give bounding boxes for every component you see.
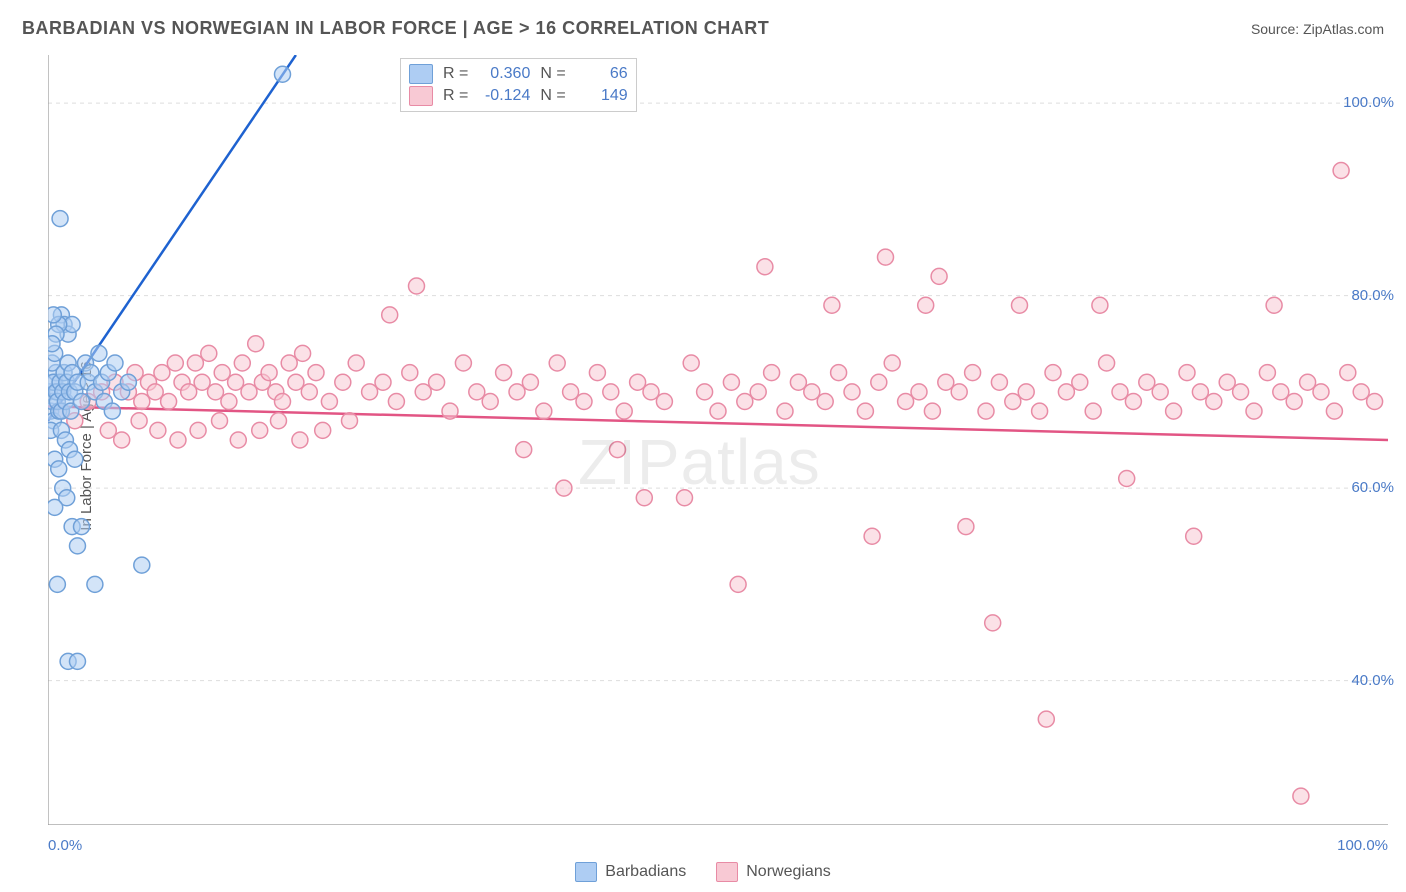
stats-legend: R = 0.360 N = 66 R = -0.124 N = 149: [400, 58, 637, 112]
stat-r-label: R =: [443, 63, 468, 85]
x-axis-end-labels: 0.0% 100.0%: [48, 837, 1388, 854]
stats-row: R = 0.360 N = 66: [409, 63, 628, 85]
chart-title: BARBADIAN VS NORWEGIAN IN LABOR FORCE | …: [22, 18, 769, 39]
stat-r-label: R =: [443, 85, 468, 107]
legend-label: Barbadians: [605, 863, 686, 881]
stats-row: R = -0.124 N = 149: [409, 85, 628, 107]
legend-swatch: [409, 64, 433, 84]
legend-label: Norwegians: [746, 863, 830, 881]
legend-swatch: [409, 86, 433, 106]
x-axis-max-label: 100.0%: [1337, 837, 1388, 854]
y-tick-label: 60.0%: [1351, 479, 1394, 496]
stat-n-value: 149: [576, 85, 628, 107]
legend-item: Norwegians: [716, 862, 830, 882]
y-tick-label: 100.0%: [1343, 94, 1394, 111]
y-tick-label: 80.0%: [1351, 287, 1394, 304]
series-legend: Barbadians Norwegians: [0, 862, 1406, 882]
legend-swatch: [716, 862, 738, 882]
x-axis-min-label: 0.0%: [48, 837, 82, 854]
legend-swatch: [575, 862, 597, 882]
stat-r-value: -0.124: [478, 85, 530, 107]
stat-n-label: N =: [540, 63, 565, 85]
stat-n-value: 66: [576, 63, 628, 85]
legend-item: Barbadians: [575, 862, 686, 882]
stat-r-value: 0.360: [478, 63, 530, 85]
y-tick-label: 40.0%: [1351, 672, 1394, 689]
chart-area: ZIPatlas: [48, 55, 1388, 825]
chart-source: Source: ZipAtlas.com: [1251, 21, 1384, 37]
stat-n-label: N =: [540, 85, 565, 107]
scatter-chart: [48, 55, 1388, 825]
